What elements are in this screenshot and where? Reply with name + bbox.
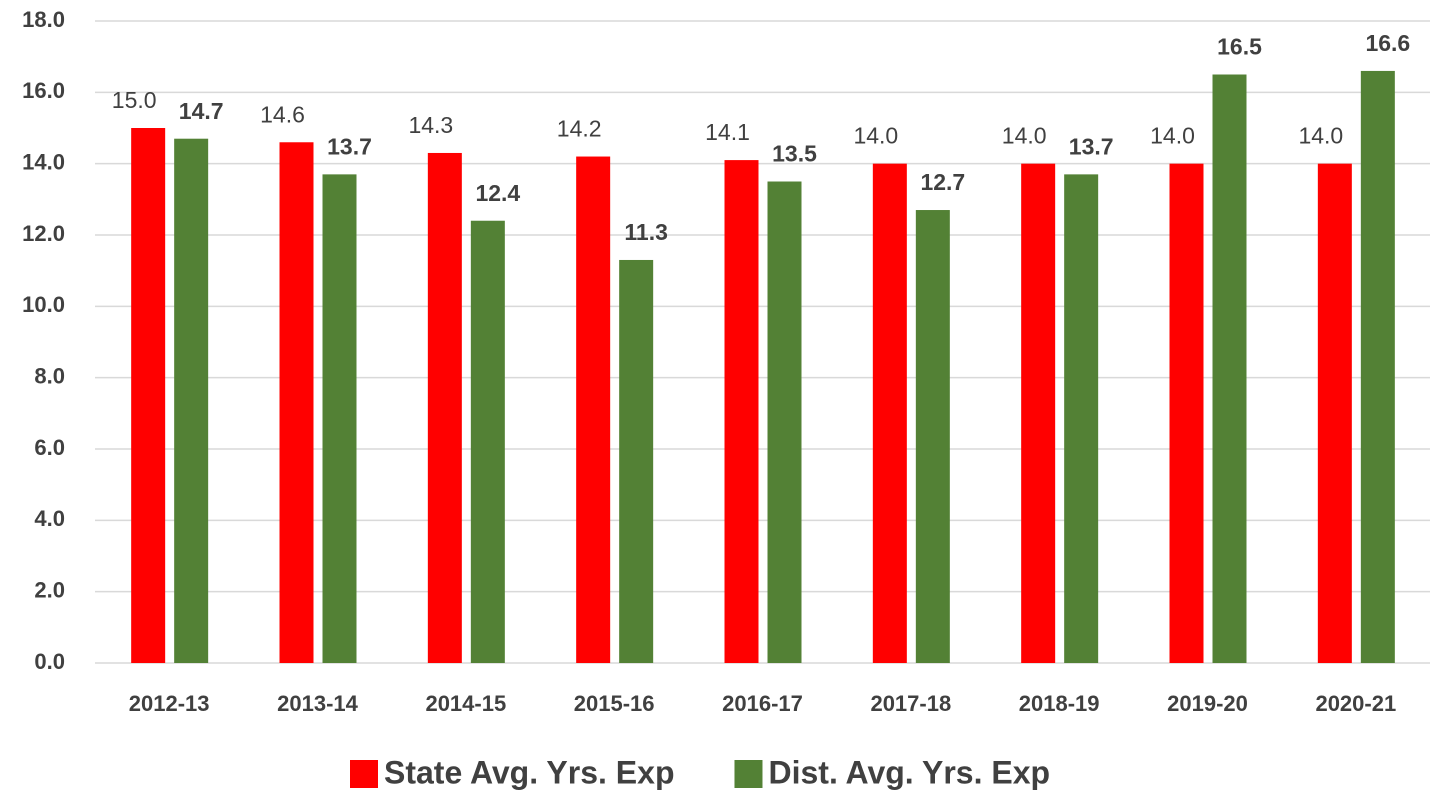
bar: [1317, 163, 1352, 663]
bar: [1212, 74, 1247, 663]
y-tick-label: 2.0: [34, 577, 65, 602]
bar: [322, 174, 357, 663]
y-tick-label: 10.0: [22, 292, 65, 317]
bar: [1021, 163, 1056, 663]
y-tick-label: 6.0: [34, 435, 65, 460]
bar: [767, 181, 802, 663]
data-label: 15.0: [112, 87, 157, 113]
bar: [1360, 70, 1395, 663]
y-tick-label: 4.0: [34, 506, 65, 531]
data-label: 13.7: [327, 133, 372, 159]
data-label: 14.2: [557, 116, 602, 142]
y-tick-label: 18.0: [22, 7, 65, 32]
bar: [576, 156, 611, 664]
bar: [1169, 163, 1204, 663]
data-label: 14.6: [260, 101, 305, 127]
data-label: 16.5: [1217, 34, 1262, 60]
data-label: 13.7: [1069, 133, 1114, 159]
y-tick-label: 16.0: [22, 78, 65, 103]
bar: [279, 142, 314, 663]
bar: [724, 160, 759, 663]
bar: [427, 152, 462, 663]
data-label: 12.4: [475, 180, 520, 206]
data-label: 14.0: [1298, 123, 1343, 149]
bar: [131, 128, 166, 663]
legend-label: State Avg. Yrs. Exp: [384, 754, 674, 790]
x-tick-label: 2013-14: [277, 691, 359, 716]
bar: [470, 220, 505, 663]
x-tick-label: 2012-13: [129, 691, 210, 716]
bar: [915, 210, 950, 664]
x-tick-label: 2019-20: [1167, 691, 1248, 716]
y-tick-label: 14.0: [22, 149, 65, 174]
x-tick-label: 2014-15: [425, 691, 506, 716]
y-tick-label: 0.0: [34, 649, 65, 674]
x-tick-label: 2018-19: [1019, 691, 1100, 716]
y-tick-label: 8.0: [34, 363, 65, 388]
bar: [872, 163, 907, 663]
x-tick-label: 2020-21: [1315, 691, 1396, 716]
legend-swatch: [734, 760, 763, 788]
data-label: 14.0: [853, 123, 898, 149]
data-label: 14.7: [179, 98, 224, 124]
bar: [619, 259, 654, 663]
data-label: 14.3: [408, 112, 453, 138]
data-label: 14.0: [1002, 123, 1047, 149]
bar: [1064, 174, 1099, 663]
data-label: 11.3: [624, 219, 668, 245]
data-label: 14.0: [1150, 123, 1195, 149]
x-tick-label: 2017-18: [870, 691, 951, 716]
x-tick-label: 2016-17: [722, 691, 803, 716]
legend-label: Dist. Avg. Yrs. Exp: [768, 754, 1050, 790]
data-label: 13.5: [772, 141, 817, 167]
data-label: 16.6: [1365, 30, 1410, 56]
y-tick-label: 12.0: [22, 221, 65, 246]
legend-swatch: [350, 760, 378, 788]
data-label: 12.7: [920, 169, 965, 195]
data-label: 14.1: [705, 119, 750, 145]
x-tick-label: 2015-16: [574, 691, 655, 716]
bar: [174, 138, 209, 663]
